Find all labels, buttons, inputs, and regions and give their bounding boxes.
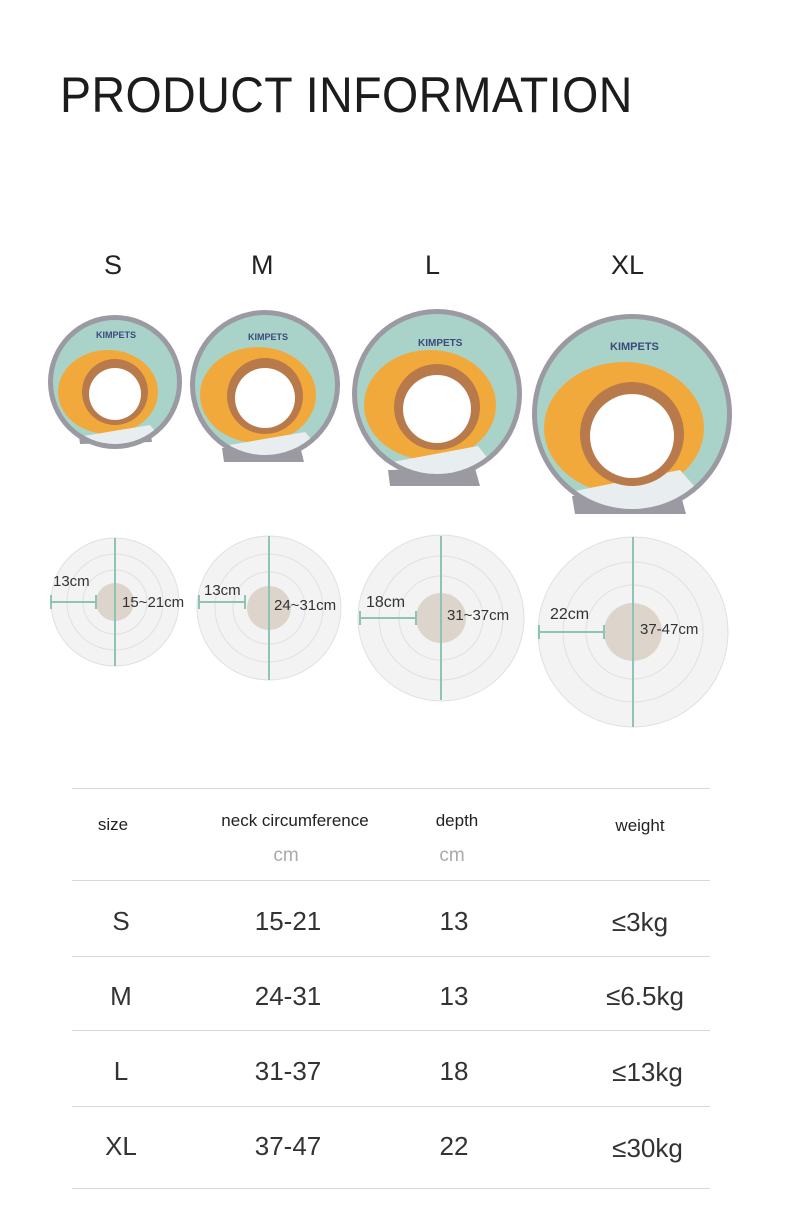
unit-depth: cm: [439, 845, 465, 866]
row-weight: ≤13kg: [612, 1057, 683, 1087]
neck-label-m: 24~31cm: [274, 597, 336, 614]
row-weight: ≤3kg: [611, 907, 669, 937]
neck-label-s: 15~21cm: [122, 594, 184, 611]
depth-label-xl: 22cm: [550, 606, 589, 623]
brand-logo-xl: KIMPETS: [610, 341, 659, 353]
neck-label-xl: 37-47cm: [640, 621, 698, 638]
row-neck: 24-31: [254, 981, 322, 1011]
collar-image-s: KIMPETS: [48, 315, 182, 449]
row-neck: 37-47: [254, 1131, 322, 1161]
row-depth: 18: [439, 1056, 469, 1086]
row-size: XL: [105, 1131, 137, 1161]
product-illustrations: KIMPETS KIMPETS KIMPETS: [48, 309, 732, 728]
size-label-l: L: [425, 250, 441, 280]
header-size: size: [97, 815, 129, 834]
header-neck-circumference: neck circumference: [221, 811, 369, 830]
size-label-xl: XL: [611, 250, 645, 280]
row-neck: 15-21: [254, 906, 322, 936]
dimension-diagram-l: 18cm 31~37cm: [357, 534, 525, 702]
collar-image-xl: KIMPETS: [532, 314, 732, 514]
row-weight: ≤30kg: [612, 1133, 683, 1163]
row-size: S: [112, 906, 130, 936]
page-title: PRODUCT INFORMATION: [60, 67, 633, 123]
depth-label-m: 13cm: [204, 582, 241, 599]
brand-logo-l: KIMPETS: [418, 338, 463, 349]
table-divider: [72, 1188, 710, 1189]
row-size: M: [110, 981, 132, 1011]
row-depth: 22: [439, 1131, 469, 1161]
size-label-s: S: [104, 250, 123, 280]
neck-label-l: 31~37cm: [447, 607, 509, 624]
header-weight: weight: [615, 816, 665, 835]
dimension-diagram-xl: 22cm 37-47cm: [537, 536, 729, 728]
dimension-diagram-s: 13cm 15~21cm: [50, 537, 184, 667]
table-divider: [72, 788, 710, 789]
depth-label-s: 13cm: [53, 573, 90, 590]
row-depth: 13: [439, 906, 469, 936]
collar-image-l: KIMPETS: [352, 309, 522, 486]
row-depth: 13: [439, 981, 469, 1011]
row-neck: 31-37: [254, 1056, 322, 1086]
table-divider: [72, 1030, 710, 1031]
dimension-diagram-m: 13cm 24~31cm: [196, 535, 342, 681]
brand-logo-m: KIMPETS: [248, 332, 288, 342]
table-divider: [72, 880, 710, 881]
row-weight: ≤6.5kg: [606, 981, 684, 1011]
row-size: L: [113, 1056, 129, 1086]
header-depth: depth: [435, 811, 479, 830]
collar-image-m: KIMPETS: [190, 310, 340, 462]
unit-neck: cm: [273, 845, 299, 866]
depth-label-l: 18cm: [366, 594, 405, 611]
table-divider: [72, 1106, 710, 1107]
brand-logo-s: KIMPETS: [96, 330, 136, 340]
table-divider: [72, 956, 710, 957]
size-label-m: M: [251, 250, 274, 280]
